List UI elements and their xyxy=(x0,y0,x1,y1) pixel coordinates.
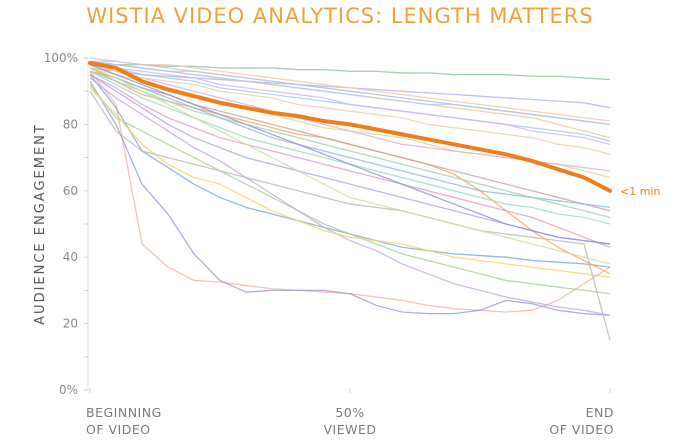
background-series-line xyxy=(89,67,611,155)
x-tick-label: BEGINNING xyxy=(86,405,162,420)
y-axis-title: AUDIENCE ENGAGEMENT xyxy=(33,123,48,325)
background-series-group xyxy=(89,57,611,341)
y-axis-ticks xyxy=(84,57,611,393)
x-tick-label: VIEWED xyxy=(323,422,376,437)
y-tick-label: 100% xyxy=(44,51,78,65)
background-series-line xyxy=(90,60,611,122)
highlight-series-line xyxy=(88,60,612,193)
background-series-line xyxy=(89,67,611,265)
highlight-series-group xyxy=(88,60,612,193)
background-series-line xyxy=(89,60,611,126)
background-series-line xyxy=(89,74,611,248)
y-tick-label: 20 xyxy=(63,317,78,331)
background-series-line xyxy=(89,80,611,316)
background-series-line xyxy=(89,67,611,209)
y-tick-label: 0% xyxy=(59,383,78,397)
y-tick-label: 80 xyxy=(63,117,78,131)
background-series-line xyxy=(89,77,611,316)
y-tick-label: 40 xyxy=(63,250,78,264)
x-tick-label: 50% xyxy=(335,405,364,420)
background-series-line xyxy=(89,70,611,218)
x-tick-label: END xyxy=(586,405,614,420)
chart-title: WISTIA VIDEO ANALYTICS: LENGTH MATTERS xyxy=(86,4,594,28)
series-annotation-label: <1 min xyxy=(620,185,660,198)
axis-labels: 0% 20 40 60 80 100% AUDIENCE ENGAGEMENT BEGINNI… xyxy=(33,51,660,437)
background-series-line xyxy=(89,84,611,295)
background-series-line xyxy=(89,87,611,278)
x-tick-label: OF VIDEO xyxy=(86,422,151,437)
background-series-line xyxy=(89,70,611,212)
background-series-line xyxy=(89,64,611,245)
y-tick-label: 60 xyxy=(63,184,78,198)
background-series-line xyxy=(89,63,611,145)
background-series-line xyxy=(89,90,611,341)
x-tick-label: OF VIDEO xyxy=(549,422,614,437)
